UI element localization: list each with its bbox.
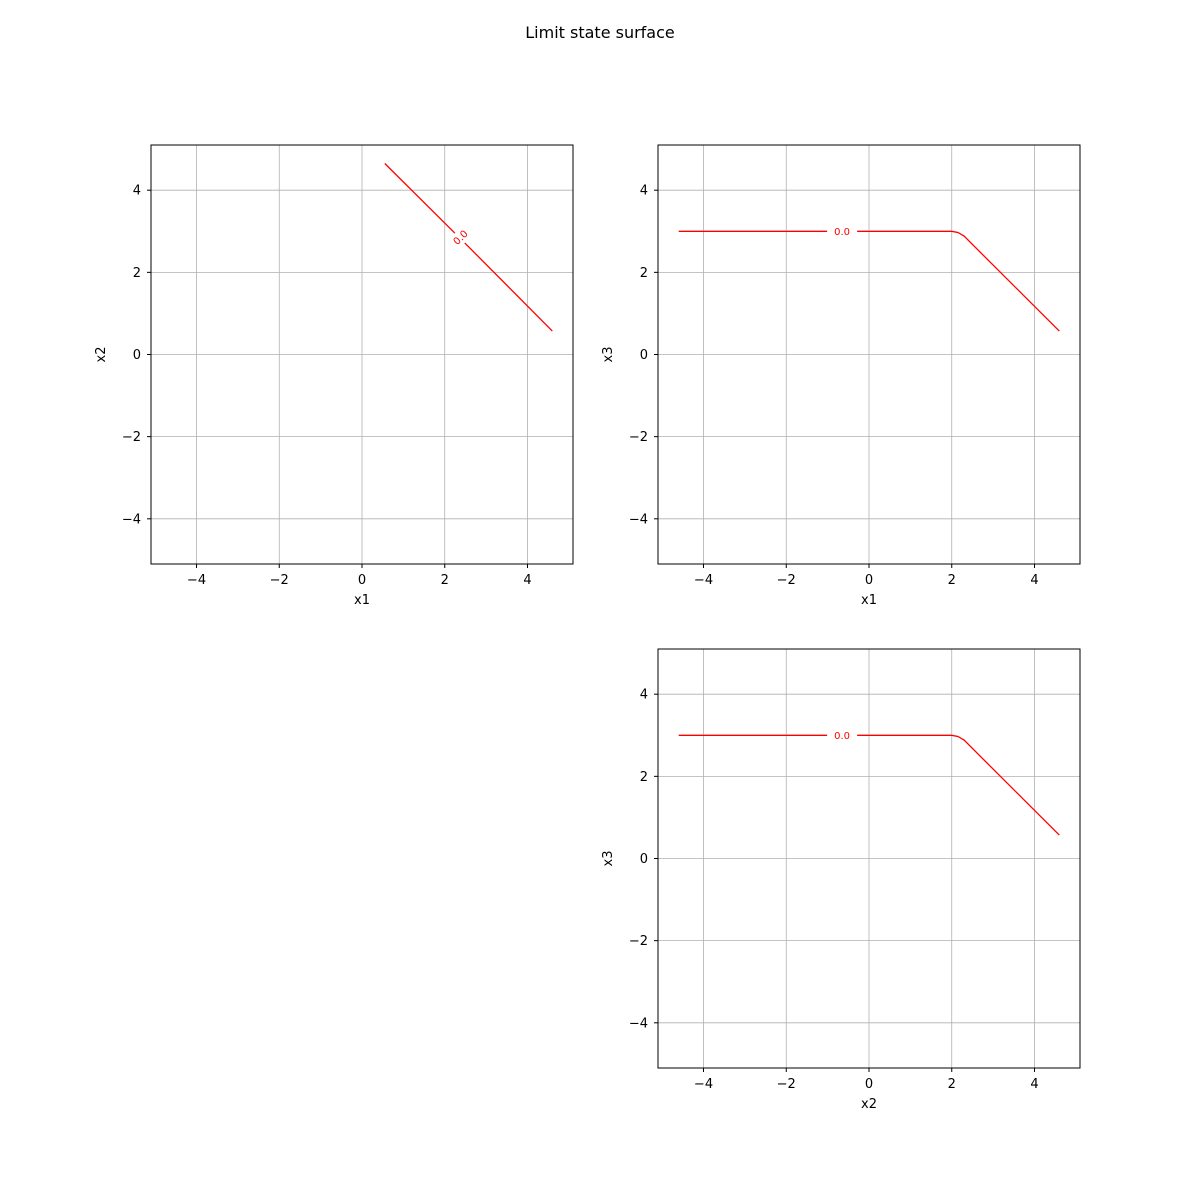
x-tick-label: 0 <box>865 1077 873 1092</box>
subplot-grid: 0.0 −4 −2 0 2 4 −4 −2 0 2 4 x1 x2 0.0 −4 −2 0 2 4 −4 −2 0 2 4 x1… <box>94 144 1081 1112</box>
contour-line <box>678 734 1060 836</box>
x-tick-label: −4 <box>694 1077 713 1092</box>
contour-line <box>384 163 553 332</box>
x-tick-label: 4 <box>1030 1077 1038 1092</box>
x-tick-label: 2 <box>948 1077 956 1092</box>
y-tick-label: −4 <box>122 512 141 527</box>
figure-title: Limit state surface <box>525 23 675 42</box>
y-tick-label: 4 <box>640 184 648 199</box>
y-tick-label: −2 <box>629 430 648 445</box>
y-tick-label: −2 <box>629 934 648 949</box>
subplot-bottom-right: 0.0 −4 −2 0 2 4 −4 −2 0 2 4 x2 x3 <box>601 648 1081 1112</box>
y-tick-label: −4 <box>629 1016 648 1031</box>
y-tick-label: 2 <box>640 266 648 281</box>
x-tick-label: 4 <box>1030 573 1038 588</box>
y-axis-label: x2 <box>94 347 109 363</box>
y-tick-label: 0 <box>640 348 648 363</box>
subplot-top-left: 0.0 −4 −2 0 2 4 −4 −2 0 2 4 x1 x2 <box>94 144 574 608</box>
x-tick-label: 0 <box>358 573 366 588</box>
x-tick-label: 0 <box>865 573 873 588</box>
contour-level-label: 0.0 <box>834 227 850 238</box>
y-tick-label: −2 <box>122 430 141 445</box>
x-axis-label: x1 <box>861 593 877 608</box>
y-tick-label: 4 <box>640 688 648 703</box>
x-tick-label: 2 <box>441 573 449 588</box>
x-tick-label: −4 <box>187 573 206 588</box>
x-tick-label: −2 <box>777 573 796 588</box>
y-tick-label: 0 <box>640 852 648 867</box>
x-axis-label: x1 <box>354 593 370 608</box>
x-tick-label: 2 <box>948 573 956 588</box>
contour-line <box>678 230 1060 332</box>
x-axis-label: x2 <box>861 1097 877 1112</box>
x-tick-label: −2 <box>270 573 289 588</box>
subplot-top-right: 0.0 −4 −2 0 2 4 −4 −2 0 2 4 x1 x3 <box>601 144 1081 608</box>
y-tick-label: 2 <box>640 770 648 785</box>
x-tick-label: −2 <box>777 1077 796 1092</box>
y-tick-label: 2 <box>133 266 141 281</box>
y-axis-label: x3 <box>601 851 616 867</box>
x-tick-label: −4 <box>694 573 713 588</box>
contour-level-label: 0.0 <box>452 229 471 248</box>
contour-level-label: 0.0 <box>834 731 850 742</box>
y-axis-label: x3 <box>601 347 616 363</box>
y-tick-label: 0 <box>133 348 141 363</box>
x-tick-label: 4 <box>523 573 531 588</box>
y-tick-label: −4 <box>629 512 648 527</box>
y-tick-label: 4 <box>133 184 141 199</box>
